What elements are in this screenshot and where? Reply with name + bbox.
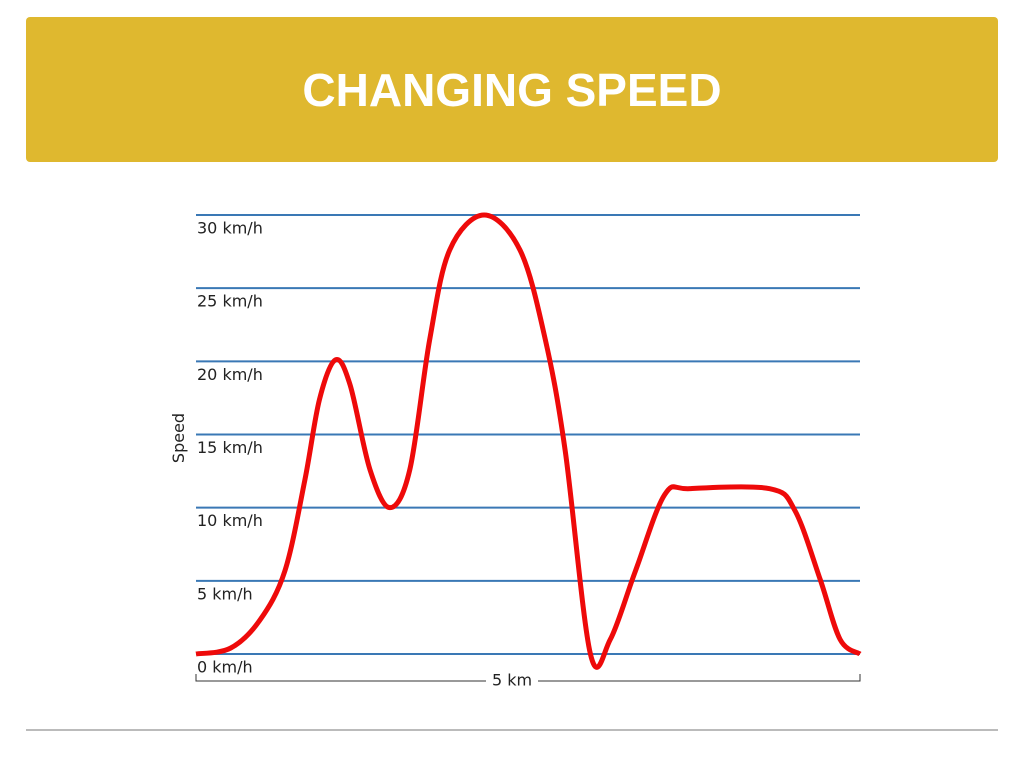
y-tick-label: 0 km/h	[197, 658, 253, 677]
x-axis-label: 5 km	[492, 671, 532, 690]
title-banner	[26, 17, 998, 162]
y-axis-label: Speed	[169, 413, 188, 463]
y-tick-label: 30 km/h	[197, 219, 263, 238]
y-tick-label: 5 km/h	[197, 584, 253, 603]
speed-line	[195, 212, 862, 670]
y-tick-label: 20 km/h	[197, 365, 263, 384]
slide-title: CHANGING SPEED	[302, 64, 721, 116]
y-tick-label: 15 km/h	[197, 438, 263, 457]
x-label-bg	[486, 670, 538, 690]
y-tick-label: 25 km/h	[197, 292, 263, 311]
y-tick-label: 10 km/h	[197, 511, 263, 530]
